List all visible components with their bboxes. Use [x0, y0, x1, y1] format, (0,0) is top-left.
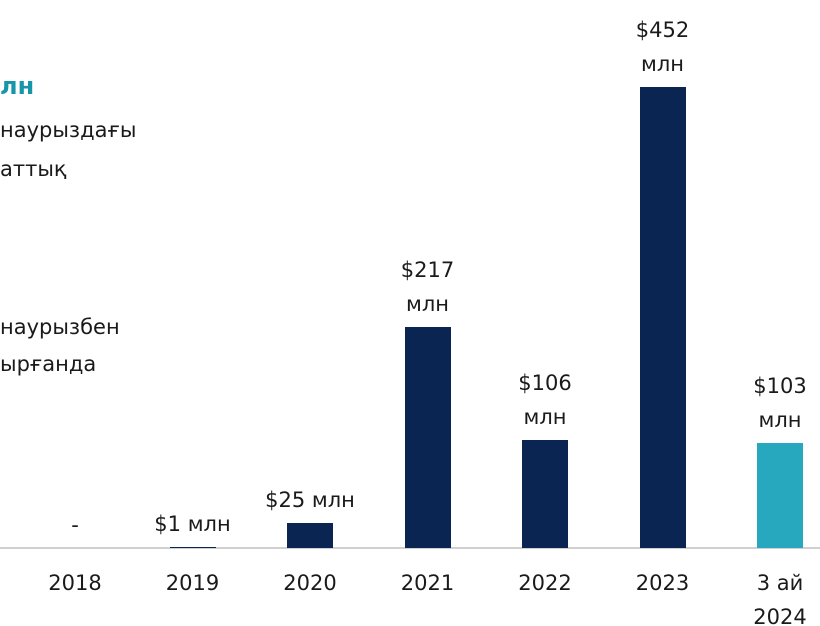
- value-label: $25 млн: [265, 487, 355, 512]
- value-label: $106 млн: [518, 370, 572, 429]
- side-line: наурыздағы: [0, 118, 137, 142]
- value-label: $1 млн: [154, 511, 231, 536]
- x-tick-label: 2020: [283, 571, 337, 595]
- bar: [639, 87, 686, 548]
- side-line: аттық: [0, 157, 67, 181]
- bar: [757, 442, 803, 548]
- x-tick-label: 2019: [165, 571, 220, 595]
- side-line: ырғанда: [0, 352, 97, 376]
- value-label: -: [71, 513, 79, 537]
- bar: [169, 546, 216, 548]
- value-label: $103 млн: [753, 373, 807, 432]
- bar: [287, 522, 333, 548]
- x-tick-label: 2018: [48, 571, 102, 595]
- x-tick-label: 2022: [518, 571, 572, 595]
- bar: [522, 439, 568, 548]
- baseline: [0, 547, 820, 549]
- x-tick-label: 2021: [400, 571, 455, 595]
- bar: [404, 326, 451, 548]
- value-label: $452 млн: [635, 18, 690, 76]
- x-tick-label: 2023: [635, 571, 690, 595]
- side-title: лн: [0, 72, 35, 100]
- value-label: $217 млн: [400, 257, 455, 316]
- x-tick-label: 3 ай 2024: [753, 571, 807, 626]
- side-line: наурызбен: [0, 315, 120, 339]
